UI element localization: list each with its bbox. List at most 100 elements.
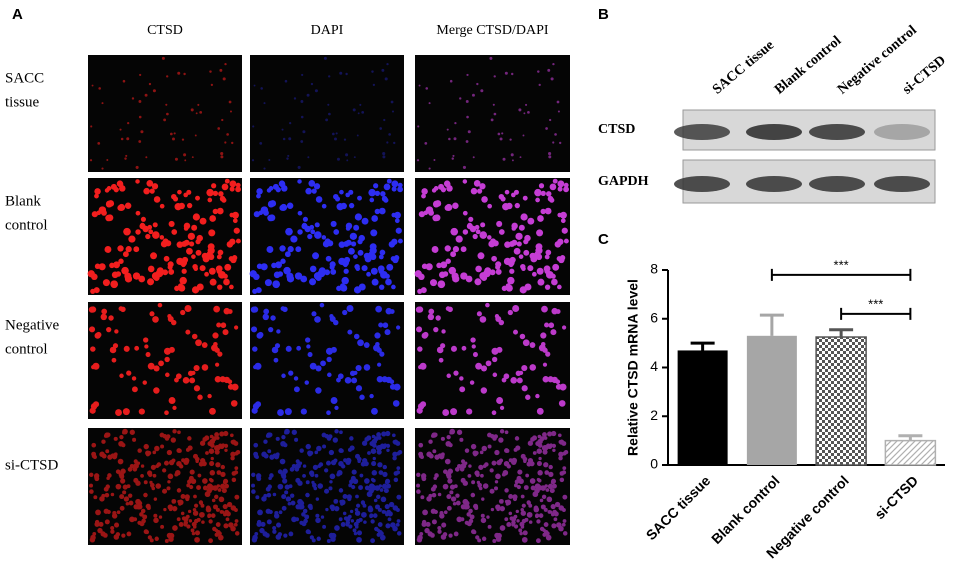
cell: [462, 480, 468, 486]
cell: [199, 511, 205, 518]
cell: [205, 506, 212, 513]
cell: [183, 222, 191, 230]
cell: [325, 347, 334, 355]
cell: [201, 252, 209, 260]
cell: [321, 235, 327, 240]
cell: [362, 503, 367, 508]
cell: [563, 450, 569, 455]
cell: [289, 122, 292, 125]
cell: [494, 480, 499, 484]
cell: [440, 261, 448, 269]
cell: [277, 483, 284, 490]
cell: [143, 492, 148, 498]
cell: [193, 364, 200, 372]
cell: [394, 218, 400, 224]
cell: [143, 443, 149, 450]
cell: [516, 519, 520, 523]
cell: [332, 437, 339, 443]
cell: [387, 517, 392, 522]
cell: [125, 246, 132, 253]
cell: [97, 527, 103, 534]
cell: [300, 140, 304, 143]
cell: [504, 241, 511, 248]
cell: [353, 254, 358, 259]
cell: [166, 486, 171, 491]
cell: [311, 538, 316, 543]
cell: [150, 464, 157, 470]
cell: [538, 456, 542, 461]
cell: [257, 331, 264, 338]
cell: [123, 345, 130, 352]
cell: [128, 500, 134, 506]
cell: [175, 373, 182, 380]
cell: [282, 306, 288, 313]
cell: [516, 241, 522, 247]
cell: [390, 100, 394, 104]
cell: [456, 516, 463, 523]
cell: [89, 537, 96, 543]
cell: [452, 501, 457, 506]
cell: [539, 498, 544, 503]
cell: [231, 477, 237, 483]
cell: [323, 56, 327, 60]
cell: [207, 441, 213, 447]
row-label: SACC: [5, 70, 44, 86]
cell: [119, 185, 126, 192]
cell: [361, 110, 365, 114]
cell: [369, 247, 377, 255]
cell: [420, 495, 425, 500]
cell: [466, 73, 469, 77]
cell: [449, 484, 456, 490]
cell: [279, 458, 286, 465]
cell: [513, 329, 518, 335]
cell: [519, 531, 523, 536]
cell: [174, 285, 180, 292]
cell: [126, 484, 131, 489]
error-bar: [690, 341, 715, 351]
cell: [536, 460, 543, 467]
row-label: control: [5, 341, 48, 357]
cell: [297, 229, 303, 235]
cell: [501, 132, 504, 135]
cell: [234, 325, 239, 330]
cell: [550, 329, 557, 336]
cell: [174, 377, 179, 383]
cell: [379, 127, 383, 130]
cell: [535, 514, 539, 519]
cell: [187, 232, 196, 240]
cell: [395, 522, 400, 527]
cell: [91, 211, 98, 218]
cell: [217, 488, 222, 492]
cell: [278, 510, 283, 515]
cell: [302, 130, 306, 134]
cell: [214, 432, 220, 437]
cell: [518, 108, 522, 112]
cell: [291, 429, 297, 435]
cell: [436, 346, 444, 354]
cell: [324, 238, 331, 245]
significance-bracket: [840, 307, 912, 320]
cell: [251, 489, 256, 494]
cell: [386, 448, 390, 452]
cell: [106, 200, 112, 207]
cell: [193, 266, 199, 272]
cell: [381, 483, 388, 489]
cell: [308, 180, 316, 187]
cell: [561, 325, 567, 330]
cell: [188, 475, 194, 481]
cell: [161, 56, 165, 60]
cell: [355, 364, 362, 372]
cell: [538, 513, 544, 518]
cell: [355, 385, 363, 392]
cell: [420, 401, 427, 408]
cell: [159, 203, 165, 209]
micrograph: [415, 55, 570, 172]
column-header: CTSD: [147, 23, 183, 38]
cell: [465, 100, 469, 103]
cell: [123, 496, 130, 502]
cell: [209, 470, 216, 476]
cell: [182, 376, 190, 384]
cell: [226, 501, 233, 508]
cell: [392, 455, 397, 461]
